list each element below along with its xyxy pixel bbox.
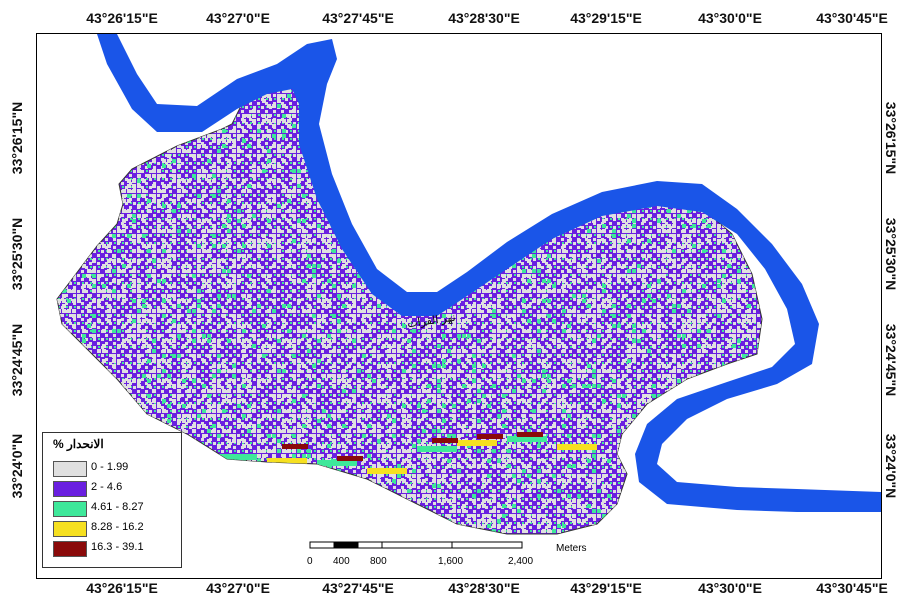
top-coord-6: 43°30'0"E — [698, 10, 762, 26]
scale-tick: 800 — [370, 556, 387, 567]
left-coord-3: 33°24'45"N — [9, 323, 25, 397]
bottom-coord-2: 43°27'0"E — [206, 580, 270, 596]
legend-swatch — [53, 521, 87, 537]
bottom-coord-6: 43°30'0"E — [698, 580, 762, 596]
map-canvas — [56, 34, 881, 535]
left-coord-2: 33°25'30"N — [9, 217, 25, 291]
bottom-coord-1: 43°26'15"E — [86, 580, 158, 596]
euphrates-river — [97, 34, 881, 512]
top-coord-3: 43°27'45"E — [322, 10, 394, 26]
right-coord-1: 33°26'15"N — [883, 101, 899, 175]
top-coord-2: 43°27'0"E — [206, 10, 270, 26]
bottom-coord-5: 43°29'15"E — [570, 580, 642, 596]
scale-tick: 400 — [333, 556, 350, 567]
top-coord-1: 43°26'15"E — [86, 10, 158, 26]
legend-item: 2 - 4.6 — [53, 479, 173, 497]
left-coord-4: 33°24'0"N — [9, 433, 25, 499]
legend-swatch — [53, 481, 87, 497]
scale-unit: Meters — [556, 543, 587, 554]
legend-label: 0 - 1.99 — [91, 461, 129, 473]
top-coord-7: 43°30'45"E — [816, 10, 888, 26]
bottom-coord-3: 43°27'45"E — [322, 580, 394, 596]
legend-item: 16.3 - 39.1 — [53, 539, 173, 557]
right-coord-4: 33°24'0"N — [883, 433, 899, 499]
right-coord-3: 33°24'45"N — [883, 323, 899, 397]
legend-item: 0 - 1.99 — [53, 459, 173, 477]
legend-swatch — [53, 501, 87, 517]
legend-label: 16.3 - 39.1 — [91, 541, 144, 553]
bottom-coord-4: 43°28'30"E — [448, 580, 520, 596]
scale-tick: 0 — [307, 556, 313, 567]
legend-item: 4.61 - 8.27 — [53, 499, 173, 517]
legend-label: 8.28 - 16.2 — [91, 521, 144, 533]
top-coord-4: 43°28'30"E — [448, 10, 520, 26]
legend-swatch — [53, 461, 87, 477]
legend-swatch — [53, 541, 87, 557]
legend-item: 8.28 - 16.2 — [53, 519, 173, 537]
right-coord-2: 33°25'30"N — [883, 217, 899, 291]
map-legend: % الانحدار 0 - 1.99 2 - 4.6 4.61 - 8.27 … — [42, 432, 182, 568]
legend-title: % الانحدار — [53, 437, 104, 451]
scale-tick: 1,600 — [438, 556, 464, 567]
legend-label: 4.61 - 8.27 — [91, 501, 144, 513]
bottom-coord-7: 43°30'45"E — [816, 580, 888, 596]
top-coord-5: 43°29'15"E — [570, 10, 642, 26]
legend-label: 2 - 4.6 — [91, 481, 123, 493]
scale-tick: 2,400 — [508, 556, 534, 567]
scale-bar — [309, 541, 523, 549]
left-coord-1: 33°26'15"N — [9, 101, 25, 175]
